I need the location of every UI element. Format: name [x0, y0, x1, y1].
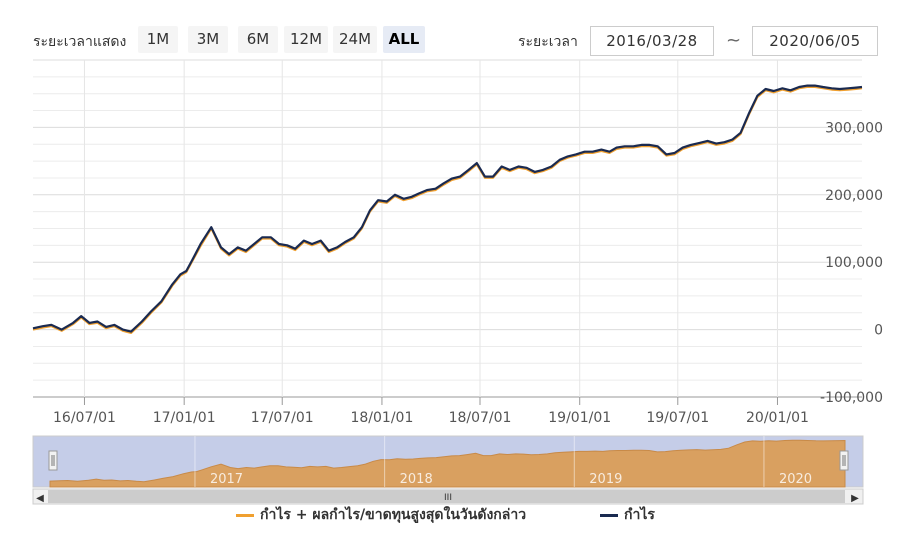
range-button-3m[interactable]: 3M: [188, 26, 228, 53]
y-tick-label: 200,000: [825, 188, 883, 204]
legend-item-profit[interactable]: กำไร: [600, 504, 655, 526]
navigator-year-label: 2019: [589, 472, 622, 487]
x-tick-label: 18/01/01: [350, 410, 413, 426]
scrollbar-thumb[interactable]: [48, 490, 845, 503]
navigator-series-area: [49, 439, 846, 488]
range-button-24m[interactable]: 24M: [333, 26, 377, 53]
legend-label-profit: กำไร: [624, 507, 655, 523]
navigator[interactable]: 2017 2018 2019 2020 III ◀ ▶: [32, 435, 864, 505]
series-line-profit-plus: [32, 86, 863, 334]
date-to-input[interactable]: 2020/06/05: [752, 26, 878, 56]
legend-label-profit-plus: กำไร + ผลกำไร/ขาดทุนสูงสุดในวันดังกล่าว: [260, 507, 527, 523]
scrollbar-right-arrow[interactable]: ▶: [851, 493, 859, 504]
series: [32, 84, 863, 334]
y-tick-label: 300,000: [825, 120, 883, 136]
scrollbar-left-arrow[interactable]: ◀: [36, 493, 44, 504]
date-range-label: ระยะเวลา: [518, 34, 578, 50]
x-tick-label: 18/07/01: [449, 410, 512, 426]
navigator-handle-right[interactable]: [839, 450, 849, 471]
x-tick-label: 17/07/01: [251, 410, 314, 426]
y-tick-label: 0: [874, 323, 883, 339]
date-range-separator: ~: [726, 30, 742, 51]
legend-item-profit-plus[interactable]: กำไร + ผลกำไร/ขาดทุนสูงสุดในวันดังกล่าว: [236, 504, 526, 526]
scrollbar-grip: III: [444, 493, 452, 503]
range-button-all[interactable]: ALL: [383, 26, 425, 53]
y-tick-label: 100,000: [825, 255, 883, 271]
navigator-year-label: 2017: [210, 472, 243, 487]
x-tick-label: 19/01/01: [548, 410, 611, 426]
range-button-6m[interactable]: 6M: [238, 26, 278, 53]
range-button-12m[interactable]: 12M: [284, 26, 328, 53]
legend-swatch-profit: [600, 513, 618, 517]
navigator-handle-left[interactable]: [48, 450, 58, 471]
axis-ticks: 16/07/01 17/01/01 17/07/01 18/01/01 18/07/01…: [53, 120, 883, 426]
legend-swatch-profit-plus: [236, 513, 254, 517]
x-tick-label: 16/07/01: [53, 410, 116, 426]
range-selector-label: ระยะเวลาแสดง: [33, 34, 127, 50]
y-tick-label: -100,000: [820, 390, 883, 406]
x-tick-label: 19/07/01: [646, 410, 709, 426]
range-button-1m[interactable]: 1M: [138, 26, 178, 53]
x-tick-label: 17/01/01: [153, 410, 216, 426]
navigator-year-label: 2020: [779, 472, 812, 487]
grid: [33, 59, 862, 398]
series-line-profit: [32, 84, 863, 333]
x-tick-label: 20/01/01: [746, 410, 809, 426]
navigator-year-label: 2018: [400, 472, 433, 487]
date-from-input[interactable]: 2016/03/28: [590, 26, 714, 56]
